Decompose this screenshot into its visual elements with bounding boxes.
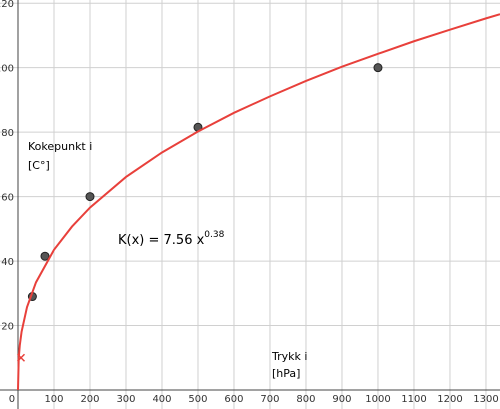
x-tick-label: 300 xyxy=(116,394,135,405)
y-tick-label: 20 xyxy=(1,322,14,333)
fit-curve xyxy=(16,13,500,391)
data-point xyxy=(40,251,50,261)
y-tick-label: 80 xyxy=(1,128,14,139)
formula-text: K(x) = 7.56 x xyxy=(118,233,205,248)
x-tick-label: 1200 xyxy=(437,394,462,405)
x-tick-label: 100 xyxy=(44,394,63,405)
y-tick-label: 60 xyxy=(1,193,14,204)
x-tick-label: 1000 xyxy=(365,394,390,405)
x-tick-label: 1100 xyxy=(401,394,426,405)
x-tick-label: 500 xyxy=(188,394,207,405)
x-axis-label: Trykk i xyxy=(271,350,307,363)
x-tick-label: 800 xyxy=(296,394,315,405)
data-point xyxy=(373,63,383,73)
x-tick-label: 0 xyxy=(9,394,15,405)
x-tick-label: 600 xyxy=(224,394,243,405)
x-tick-label: 200 xyxy=(80,394,99,405)
x-tick-label: 400 xyxy=(152,394,171,405)
x-axis-label: [hPa] xyxy=(272,367,300,380)
x-tick-label: 900 xyxy=(332,394,351,405)
y-tick-label: 40 xyxy=(1,257,14,268)
x-tick-label: 700 xyxy=(260,394,279,405)
formula-exponent: 0.38 xyxy=(204,230,224,240)
y-tick-label: 100 xyxy=(0,64,14,75)
formula: K(x) = 7.56 x0.38 xyxy=(118,230,225,248)
cross-marker xyxy=(16,353,26,362)
data-point xyxy=(85,192,95,202)
x-tick-label: 1300 xyxy=(473,394,498,405)
y-axis-label: Kokepunkt i xyxy=(28,140,92,153)
y-tick-label: 120 xyxy=(0,0,14,10)
y-axis-label: [C°] xyxy=(28,159,50,172)
